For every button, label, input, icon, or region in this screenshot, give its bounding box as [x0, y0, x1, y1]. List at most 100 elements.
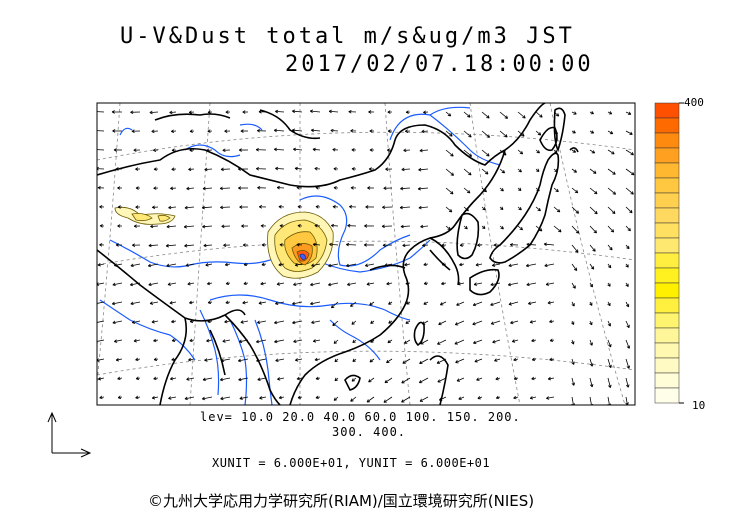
wind-arrow — [189, 148, 195, 152]
wind-arrow — [473, 282, 483, 286]
wind-arrow — [607, 358, 612, 369]
wind-arrow — [278, 395, 285, 400]
wind-arrow — [441, 243, 447, 247]
wind-arrow — [589, 320, 593, 326]
wind-arrow — [445, 225, 451, 231]
wind-arrow — [589, 111, 594, 115]
wind-arrow — [188, 167, 195, 172]
wind-arrow — [481, 187, 487, 193]
wind-arrow — [349, 204, 357, 209]
wind-arrow — [553, 168, 558, 173]
wind-arrow — [184, 205, 195, 210]
colorbar-segment — [654, 207, 680, 224]
wind-arrow — [384, 263, 393, 267]
wind-arrow — [129, 282, 141, 287]
wind-arrow — [367, 186, 375, 190]
wind-arrow — [481, 225, 486, 229]
wind-arrow — [115, 167, 123, 171]
wind-arrow — [370, 320, 375, 324]
wind-arrow — [260, 281, 267, 286]
wind-arrow — [113, 148, 123, 152]
wind-arrow — [459, 262, 465, 267]
wind-arrow — [256, 339, 267, 344]
wind-arrow — [296, 376, 303, 381]
wind-arrow — [491, 263, 501, 267]
wind-arrow — [202, 224, 213, 229]
wind-arrow — [221, 224, 231, 229]
wind-arrow — [350, 396, 357, 402]
wind-arrow — [387, 110, 393, 114]
wind-arrow — [607, 320, 611, 327]
wind-arrow — [508, 263, 519, 268]
wind-arrow — [499, 225, 504, 230]
wind-arrow — [625, 244, 630, 250]
wind-arrow — [625, 396, 629, 405]
wind-arrow — [589, 377, 594, 388]
wind-arrow — [493, 243, 501, 247]
wind-arrow — [384, 377, 393, 384]
wind-arrow — [276, 282, 285, 286]
wind-arrow — [437, 339, 447, 345]
wind-arrow — [147, 263, 159, 268]
wind-arrow — [111, 301, 123, 306]
colorbar-segment — [654, 297, 680, 314]
wind-arrow — [328, 263, 339, 268]
wind-arrow — [419, 396, 429, 402]
wind-arrow — [445, 168, 455, 176]
wind-arrow — [517, 206, 522, 211]
wind-arrow — [571, 282, 576, 289]
wind-arrow — [535, 111, 543, 118]
wind-arrow — [291, 109, 303, 114]
wind-arrow — [607, 225, 615, 233]
wind-arrow — [187, 282, 195, 286]
wind-arrow — [589, 130, 595, 134]
wind-arrow — [296, 242, 303, 247]
wind-arrow — [474, 358, 483, 363]
wind-arrow — [117, 205, 123, 209]
wind-arrow — [350, 301, 357, 307]
colorbar-max-label: 400 — [684, 96, 704, 109]
wind-arrow — [423, 301, 429, 305]
wind-arrow — [224, 319, 231, 324]
colorbar-segment — [654, 342, 680, 359]
wind-arrow — [97, 339, 105, 344]
wind-arrow — [171, 338, 177, 343]
contour-levels-line1: lev= 10.0 20.0 40.0 60.0 100. 150. 200. — [200, 410, 521, 424]
wind-arrow — [625, 339, 631, 349]
wind-arrow — [481, 130, 491, 138]
wind-arrow — [513, 395, 519, 400]
wind-arrow — [330, 223, 339, 228]
wind-arrow — [133, 224, 141, 228]
wind-arrow — [328, 282, 339, 287]
colorbar-segment — [654, 162, 680, 179]
wind-arrow — [261, 243, 267, 247]
wind-arrow — [257, 377, 267, 381]
wind-arrow — [297, 395, 303, 400]
wind-arrow — [189, 338, 195, 343]
wind-arrow — [499, 111, 509, 119]
wind-arrow — [112, 282, 123, 287]
wind-arrow — [386, 358, 393, 364]
wind-arrow — [571, 263, 578, 272]
wind-arrow — [589, 187, 598, 195]
wind-arrow — [525, 263, 537, 268]
wind-arrow — [607, 282, 611, 287]
wind-arrow — [421, 320, 429, 325]
wind-arrow — [132, 243, 141, 247]
wind-arrow — [186, 377, 195, 381]
wind-arrow — [135, 395, 141, 400]
wind-arrow — [382, 205, 393, 210]
wind-arrow — [350, 129, 357, 133]
wind-arrow — [241, 224, 249, 228]
wind-arrow — [310, 301, 321, 306]
wind-arrow — [346, 242, 357, 247]
wind-arrow — [365, 205, 375, 209]
wind-arrow — [571, 358, 575, 365]
wind-arrow — [330, 301, 339, 309]
wind-arrow — [589, 149, 596, 154]
wind-arrow — [223, 243, 231, 247]
wind-arrow — [97, 301, 105, 306]
colorbar-segment — [654, 387, 680, 404]
wind-arrow — [418, 205, 429, 210]
wind-arrow — [607, 149, 615, 155]
